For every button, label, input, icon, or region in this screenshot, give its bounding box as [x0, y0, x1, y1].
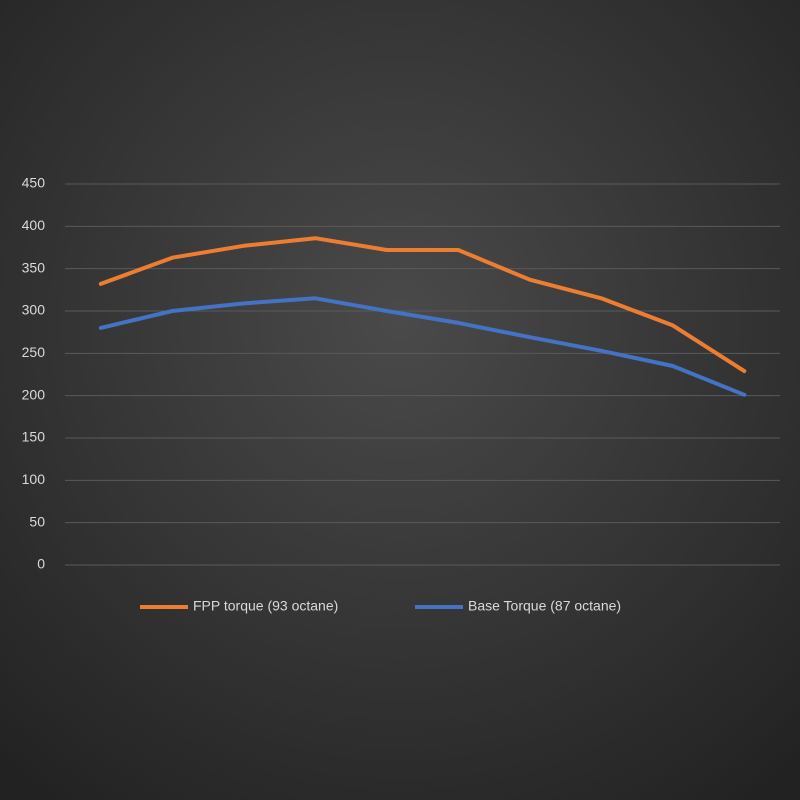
- y-tick-label: 100: [22, 471, 46, 487]
- data-line: [98, 296, 747, 397]
- y-tick-label: 350: [22, 259, 46, 275]
- legend-label: FPP torque (93 octane): [193, 598, 338, 614]
- y-tick-label: 300: [22, 302, 46, 318]
- y-tick-label: 50: [29, 513, 45, 529]
- data-line: [98, 236, 747, 374]
- legend-label: Base Torque (87 octane): [468, 598, 621, 614]
- y-tick-label: 450: [22, 175, 46, 191]
- y-tick-label: 150: [22, 429, 46, 445]
- y-tick-label: 200: [22, 386, 46, 402]
- y-tick-label: 0: [37, 556, 45, 572]
- y-tick-label: 400: [22, 217, 46, 233]
- y-tick-label: 250: [22, 344, 46, 360]
